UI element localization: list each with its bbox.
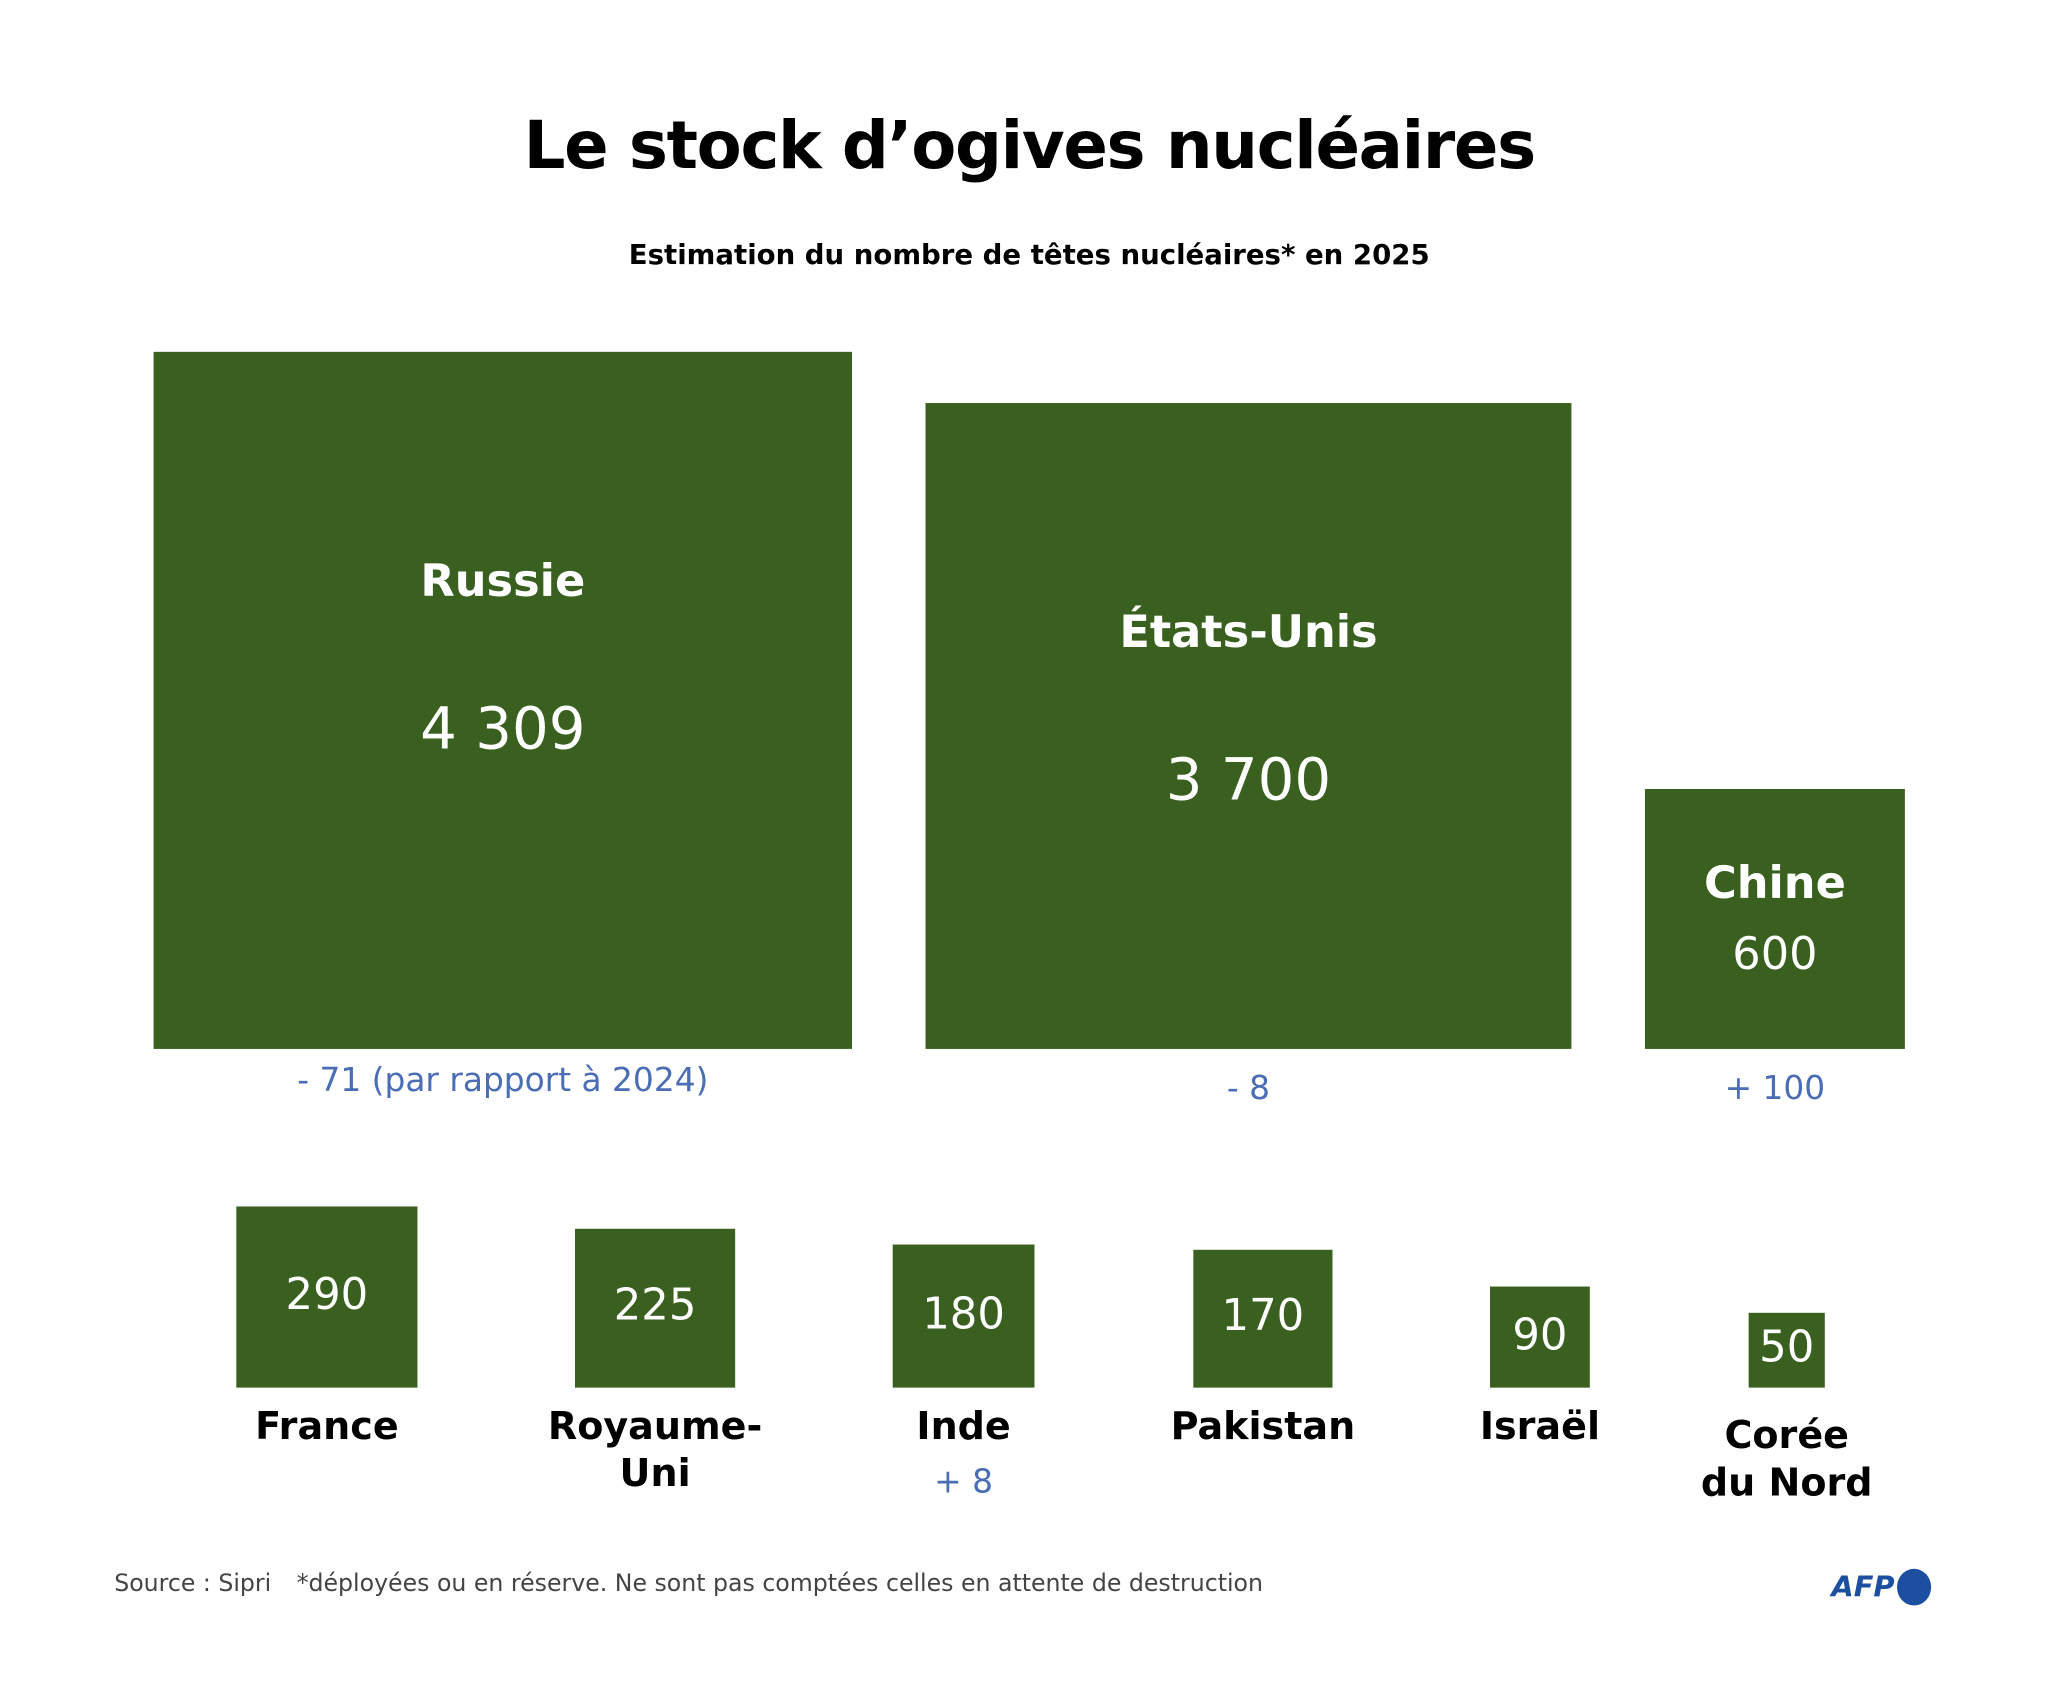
country-4-value-label: 225	[613, 1279, 697, 1331]
country-4-name-label: Royaume- Uni	[547, 1403, 763, 1496]
country-8-square	[1749, 1312, 1825, 1388]
country-3-name-label: France	[255, 1403, 399, 1449]
afp-logo: AFP	[1831, 1568, 1932, 1606]
country-6-value-label: 170	[1221, 1289, 1305, 1341]
country-8-name-label: Corée du Nord	[1700, 1412, 1873, 1505]
country-3-value-label: 290	[285, 1268, 369, 1320]
country-7-name-label: Israël	[1479, 1403, 1600, 1449]
country-8-value-label: 50	[1759, 1321, 1815, 1373]
country-1-name-label: États-Unis	[1119, 606, 1378, 659]
country-2-change-label: + 100	[1724, 1068, 1826, 1107]
afp-logo-text: AFP	[1831, 1570, 1895, 1604]
country-5-value-label: 180	[922, 1287, 1005, 1339]
country-6-square	[1193, 1249, 1333, 1388]
country-5-name-label: Inde	[916, 1403, 1011, 1449]
country-0-change-label: - 71 (par rapport à 2024)	[297, 1060, 709, 1099]
source-text: Source : Sipri	[114, 1570, 272, 1598]
country-4-square	[575, 1228, 735, 1388]
country-1-square	[925, 402, 1572, 1049]
country-7-value-label: 90	[1512, 1308, 1568, 1360]
country-5-square	[892, 1245, 1035, 1388]
country-2-square	[1644, 788, 1905, 1049]
country-6-name-label: Pakistan	[1170, 1403, 1356, 1449]
country-3-square	[236, 1206, 418, 1388]
country-2-value-label: 600	[1732, 927, 1818, 981]
country-2-name-label: Chine	[1703, 857, 1846, 910]
afp-logo-circle-icon	[1897, 1568, 1932, 1606]
country-1-value-label: 3 700	[1165, 746, 1332, 814]
country-1-change-label: - 8	[1226, 1068, 1271, 1107]
footnote-text: *déployées ou en réserve. Ne sont pas co…	[296, 1570, 1263, 1598]
country-5-change-label: + 8	[934, 1462, 994, 1501]
chart-title: Le stock d’ogives nucléaires	[523, 107, 1537, 184]
country-0-square	[154, 351, 852, 1049]
chart-subtitle: Estimation du nombre de têtes nucléaires…	[628, 238, 1430, 271]
country-7-square	[1489, 1286, 1591, 1388]
country-0-value-label: 4 309	[420, 695, 586, 763]
country-0-name-label: Russie	[420, 555, 586, 608]
